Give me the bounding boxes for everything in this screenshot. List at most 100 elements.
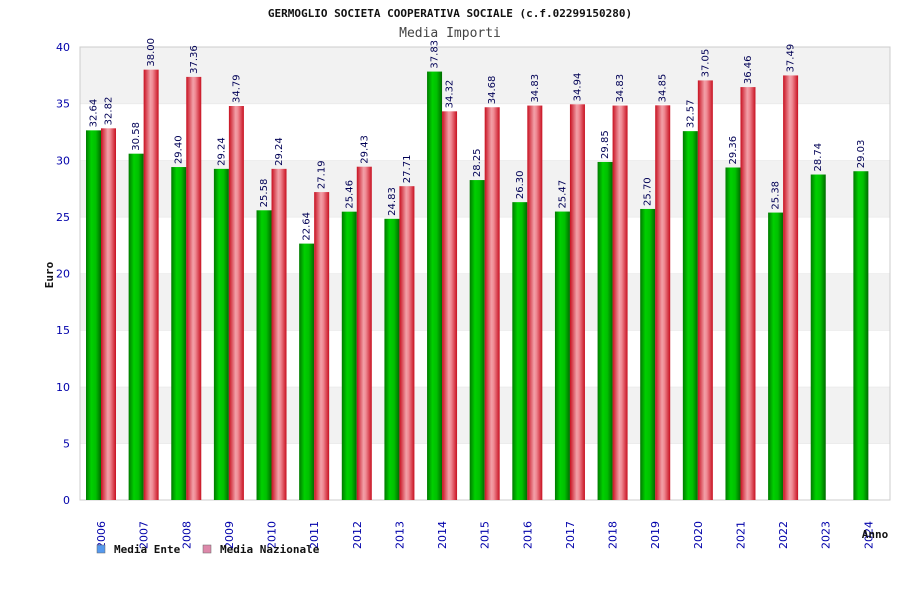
data-label-media-nazionale: 34.83: [615, 74, 626, 103]
bar-media-ente: [128, 153, 144, 500]
x-tick-label: 2009: [223, 521, 236, 549]
x-tick-label: 2023: [820, 521, 833, 549]
bar-media-ente: [469, 180, 485, 500]
bar-media-ente: [341, 211, 357, 500]
bar-media-ente: [682, 131, 698, 500]
bar-media-ente: [554, 211, 570, 500]
data-label-media-nazionale: 29.24: [274, 137, 285, 166]
data-label-media-nazionale: 34.85: [658, 74, 669, 103]
data-label-media-nazionale: 34.83: [530, 74, 541, 103]
legend-label-media-ente: Media Ente: [114, 543, 181, 556]
data-label-media-nazionale: 38.00: [146, 38, 157, 67]
bar-media-nazionale: [399, 186, 415, 500]
data-label-media-ente: 29.03: [856, 140, 867, 169]
x-tick-label: 2016: [521, 521, 534, 549]
chart-title: GERMOGLIO SOCIETA COOPERATIVA SOCIALE (c…: [268, 7, 632, 20]
x-tick-label: 2014: [436, 521, 449, 549]
data-label-media-nazionale: 34.94: [572, 73, 583, 102]
bar-media-nazionale: [314, 192, 330, 501]
bar-media-nazionale: [228, 106, 244, 501]
bar-media-ente: [171, 167, 187, 501]
data-label-media-nazionale: 37.05: [700, 49, 711, 78]
bar-media-nazionale: [356, 166, 372, 500]
bar-media-ente: [768, 212, 784, 500]
x-axis-ticks: 2006 2007 2008 2009 2010 2011 2012 2013 2014 2015…: [95, 521, 875, 549]
bar-media-ente: [213, 168, 229, 500]
x-tick-label: 2018: [607, 521, 620, 549]
x-tick-label: 2007: [138, 521, 151, 549]
data-label-media-nazionale: 29.43: [359, 135, 370, 164]
y-tick-label: 35: [56, 98, 70, 111]
data-label-media-ente: 37.83: [430, 40, 441, 69]
data-label-media-nazionale: 37.49: [786, 44, 797, 73]
data-label-media-ente: 28.25: [472, 148, 483, 177]
chart-subtitle: Media Importi: [399, 26, 501, 41]
x-tick-label: 2006: [95, 521, 108, 549]
y-axis-ticks: 0 5 10 15 20 25 30 35 40: [56, 41, 70, 507]
data-label-media-nazionale: 34.32: [445, 80, 456, 109]
y-tick-label: 40: [56, 41, 70, 54]
data-label-media-nazionale: 36.46: [743, 55, 754, 84]
bar-media-ente: [384, 218, 400, 501]
data-label-media-nazionale: 27.71: [402, 155, 413, 184]
bar-media-nazionale: [527, 105, 543, 501]
y-tick-label: 5: [63, 437, 70, 450]
bar-media-nazionale: [697, 80, 713, 500]
bar-media-ente: [256, 210, 272, 500]
bar-media-nazionale: [484, 107, 500, 501]
y-tick-label: 20: [56, 268, 70, 281]
bar-media-nazionale: [740, 87, 756, 500]
bar-media-nazionale: [655, 105, 671, 500]
y-tick-label: 25: [56, 211, 70, 224]
data-label-media-ente: 32.64: [89, 99, 100, 128]
data-label-media-ente: 28.74: [813, 143, 824, 172]
data-label-media-ente: 25.46: [344, 180, 355, 209]
data-label-media-ente: 29.36: [728, 136, 739, 165]
data-label-media-ente: 29.24: [216, 137, 227, 166]
bar-media-ente: [427, 71, 443, 500]
x-tick-label: 2019: [649, 521, 662, 549]
data-label-media-ente: 25.58: [259, 179, 270, 208]
data-label-media-ente: 22.64: [302, 212, 313, 241]
y-tick-label: 0: [63, 494, 70, 507]
x-tick-label: 2012: [351, 521, 364, 549]
x-tick-label: 2022: [777, 521, 790, 549]
bars-group: [86, 69, 869, 501]
data-label-media-nazionale: 27.19: [317, 160, 328, 189]
bar-media-nazionale: [612, 105, 628, 501]
x-tick-label: 2013: [393, 521, 406, 549]
bar-media-ente: [597, 161, 613, 501]
x-tick-label: 2021: [734, 521, 747, 549]
bar-media-nazionale: [569, 104, 585, 500]
y-tick-label: 30: [56, 154, 70, 167]
x-tick-label: 2011: [308, 521, 321, 549]
x-axis-label: Anno: [862, 528, 889, 541]
data-label-media-nazionale: 37.36: [189, 45, 200, 74]
x-tick-label: 2020: [692, 521, 705, 549]
legend-label-media-nazionale: Media Nazionale: [220, 543, 320, 556]
bar-media-nazionale: [271, 168, 287, 500]
x-tick-label: 2010: [266, 521, 279, 549]
x-tick-label: 2008: [180, 521, 193, 549]
bar-media-nazionale: [783, 75, 799, 500]
data-label-media-ente: 32.57: [685, 100, 696, 129]
bar-media-ente: [299, 243, 315, 501]
bar-media-nazionale: [143, 69, 159, 501]
y-tick-label: 10: [56, 381, 70, 394]
x-tick-label: 2015: [479, 521, 492, 549]
data-label-media-ente: 25.47: [557, 180, 568, 209]
legend-swatch-media-ente: [96, 544, 106, 554]
y-axis-label: Euro: [43, 261, 56, 288]
bar-media-ente: [853, 171, 869, 501]
data-labels-group: 32.64 32.82 30.58 38.00 29.40 37.36 29.24 34.79…: [89, 38, 867, 241]
data-label-media-nazionale: 34.79: [231, 74, 242, 103]
bar-media-ente: [725, 167, 741, 501]
bar-media-nazionale: [186, 76, 202, 500]
y-tick-label: 15: [56, 324, 70, 337]
bar-media-ente: [810, 174, 826, 500]
bar-media-nazionale: [442, 111, 458, 501]
bar-media-nazionale: [101, 128, 116, 500]
data-label-media-ente: 26.30: [515, 171, 526, 200]
data-label-media-ente: 24.83: [387, 187, 398, 216]
